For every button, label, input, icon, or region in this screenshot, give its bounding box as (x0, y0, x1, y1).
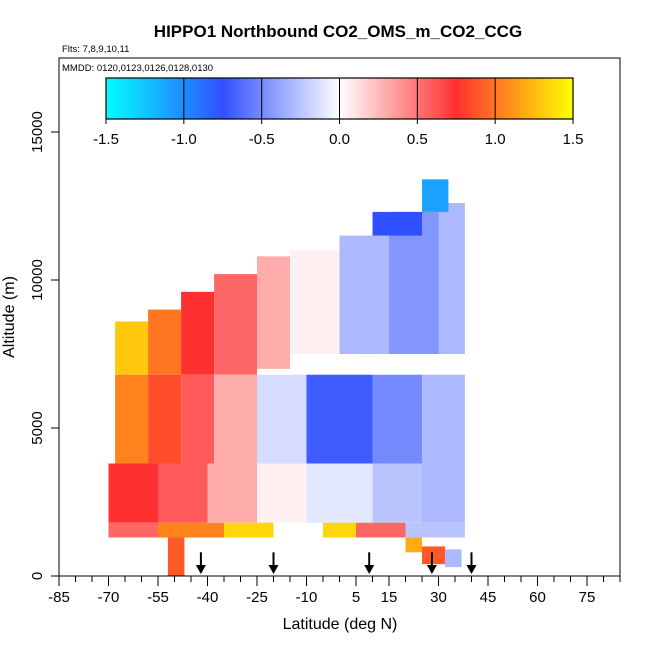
heatmap-cell (290, 250, 340, 354)
heatmap-cell (214, 274, 257, 375)
heatmap-cell (257, 256, 290, 369)
y-tick-label: 10000 (29, 259, 46, 301)
profile-arrow (466, 552, 477, 574)
y-tick-label: 15000 (29, 111, 46, 153)
heatmap-cell (438, 203, 465, 354)
dates-subtitle: MMDD: 0120,0123,0126,0128,0130 (62, 63, 213, 74)
heatmap-cell (181, 291, 215, 375)
heatmap-cell (405, 537, 422, 553)
chart-title: HIPPO1 Northbound CO2_OMS_m_CO2_CCG (154, 22, 522, 41)
heatmap-cell (422, 374, 465, 464)
x-tick-label: 30 (430, 589, 447, 606)
heatmap-cell (108, 463, 158, 523)
x-axis-title: Latitude (deg N) (283, 616, 398, 633)
profile-arrows (195, 552, 477, 574)
heatmap-cell (372, 211, 422, 236)
x-tick-label: -10 (296, 589, 318, 606)
heatmap-cell (148, 309, 182, 375)
heatmap-cell (323, 522, 356, 538)
x-tick-label: -40 (197, 589, 219, 606)
heatmap-cell (158, 522, 224, 538)
colorbar-tick-label: 1.0 (485, 131, 506, 148)
x-tick-label: -85 (48, 589, 70, 606)
heatmap-cell (372, 463, 422, 523)
colorbar-tick-label: 0.5 (407, 131, 428, 148)
x-tick-label: -70 (98, 589, 120, 606)
colorbar: -1.5 -1.0 -0.5 0.0 0.5 1.0 1.5 (93, 77, 583, 148)
x-tick-label: 15 (381, 589, 398, 606)
heatmap-cell (115, 321, 149, 375)
x-tick-label: 75 (579, 589, 596, 606)
colorbar-tick-label: 0.0 (329, 131, 350, 148)
y-tick-label: 5000 (29, 411, 46, 444)
colorbar-ticks: -1.5 -1.0 -0.5 0.0 0.5 1.0 1.5 (93, 78, 583, 148)
x-tick-label: 5 (352, 589, 360, 606)
heatmap-cell (207, 463, 257, 523)
heatmap-cell (257, 374, 307, 464)
y-axis: 0 5000 10000 15000 (29, 111, 59, 580)
heatmap-cell (214, 374, 257, 464)
heatmap-cell (257, 463, 307, 523)
heatmap-cell (339, 235, 389, 354)
y-axis-title: Altitude (m) (1, 276, 18, 358)
x-tick-label: 60 (529, 589, 546, 606)
heatmap-cell (181, 374, 215, 464)
profile-arrow (426, 552, 437, 574)
heatmap-cells (108, 179, 465, 576)
x-tick-label: -55 (147, 589, 169, 606)
heatmap-cell (422, 179, 449, 212)
profile-arrow (195, 552, 206, 574)
colorbar-tick-label: -0.5 (249, 131, 275, 148)
heatmap-cell (115, 374, 149, 464)
heatmap-cell (167, 537, 185, 576)
heatmap-cell (422, 546, 446, 565)
profile-arrow (364, 552, 375, 574)
x-tick-label: -25 (246, 589, 268, 606)
colorbar-tick-label: -1.0 (171, 131, 197, 148)
x-axis: -85 -70 -55 -40 -25 -10 5 15 30 45 60 75 (48, 576, 621, 606)
heatmap-cell (148, 374, 182, 464)
heatmap-cell (306, 463, 373, 523)
heatmap-cell (372, 374, 422, 464)
colorbar-tick-label: -1.5 (93, 131, 119, 148)
heatmap-cell (306, 374, 373, 464)
x-tick-label: 45 (480, 589, 497, 606)
heatmap-cell (356, 522, 406, 538)
heatmap-cell (108, 522, 158, 538)
heatmap-cell (422, 463, 465, 523)
heatmap-cell (405, 522, 465, 538)
heatmap-cell (224, 522, 274, 538)
colorbar-tick-label: 1.5 (563, 131, 584, 148)
heatmap-cell (445, 549, 462, 568)
heatmap-cell (158, 463, 208, 523)
flights-subtitle: Flts: 7,8,9,10,11 (62, 44, 129, 55)
profile-arrow (268, 552, 279, 574)
y-tick-label: 0 (29, 572, 46, 580)
